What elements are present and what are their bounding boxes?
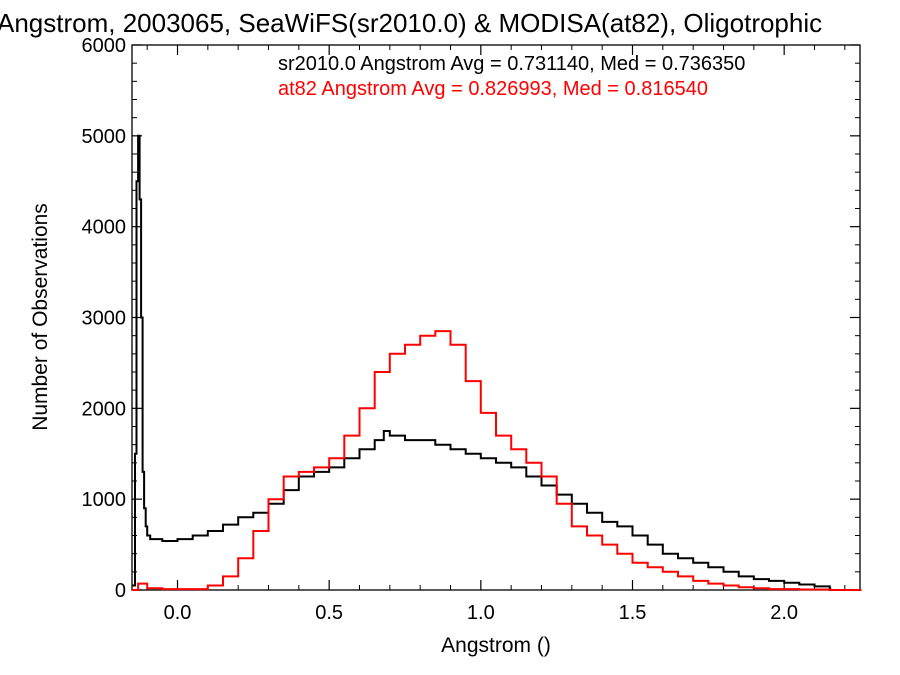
histogram-series-1 [132, 134, 832, 590]
y-axis-title: Number of Observations [29, 203, 52, 431]
y-tick-label: 1000 [82, 489, 127, 511]
y-tick-label: 2000 [82, 398, 127, 420]
histogram-series-2 [132, 330, 862, 591]
annotations: sr2010.0 Angstrom Avg = 0.731140, Med = … [278, 53, 745, 100]
y-tick-label: 4000 [82, 217, 127, 239]
x-tick-label: 2.0 [770, 602, 798, 624]
chart-title: Angstrom, 2003065, SeaWiFS(sr2010.0) & M… [0, 8, 822, 38]
x-tick-label: 0.0 [164, 602, 192, 624]
x-tick-label: 1.0 [467, 602, 495, 624]
y-tick-label: 0 [115, 580, 126, 602]
y-tick-label: 6000 [82, 35, 127, 57]
y-tick-label: 3000 [82, 308, 127, 330]
plot-frame [131, 44, 861, 591]
ticks: 0.0 0.5 1.0 1.5 2.0 0 1000 2000 3000 4000 5000 6000 [82, 35, 860, 624]
x-tick-label: 1.5 [619, 602, 647, 624]
series-layer [132, 134, 862, 591]
stats-annotation-1: sr2010.0 Angstrom Avg = 0.731140, Med = … [278, 53, 745, 75]
stats-annotation-2: at82 Angstrom Avg = 0.826993, Med = 0.81… [278, 78, 708, 100]
y-tick-label: 5000 [82, 126, 127, 148]
x-tick-label: 0.5 [315, 602, 343, 624]
x-axis-title: Angstrom () [441, 634, 551, 657]
